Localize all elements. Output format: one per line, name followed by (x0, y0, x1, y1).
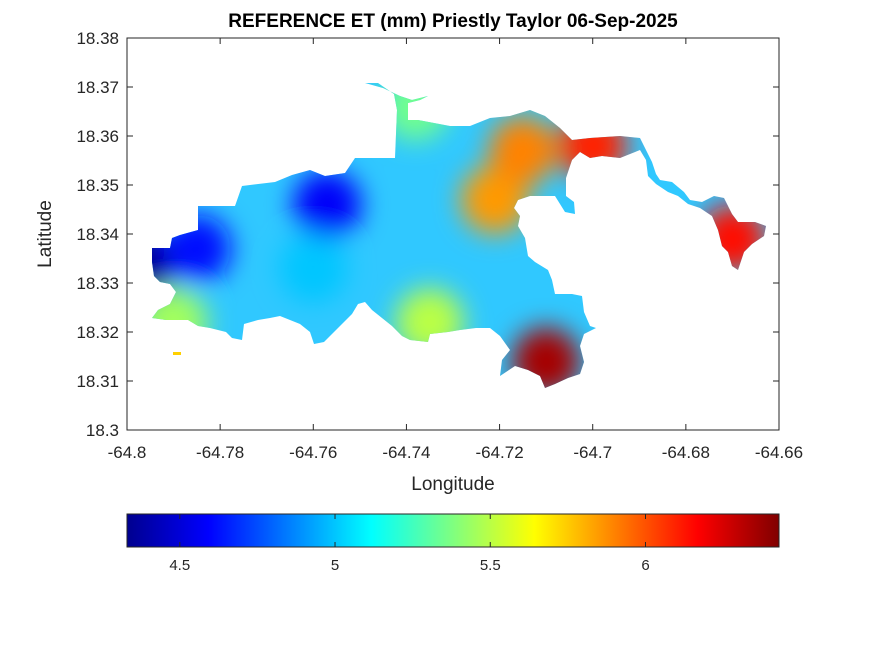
colorbar-ticks: 4.5 5 5.5 6 (169, 514, 650, 574)
x-tick-label: -64.76 (289, 443, 337, 462)
colorbar-tick-label: 4.5 (169, 557, 190, 574)
y-tick-label: 18.36 (76, 127, 119, 146)
x-tick-label: -64.66 (755, 443, 803, 462)
y-tick-label: 18.38 (76, 29, 119, 48)
y-axis-label: Latitude (35, 200, 56, 268)
x-tick-label: -64.78 (196, 443, 244, 462)
y-tick-label: 18.33 (76, 274, 119, 293)
colorbar-tick-label: 6 (641, 557, 649, 574)
colorbar-tick-label: 5.5 (480, 557, 501, 574)
colorbar-tick-label: 5 (331, 557, 339, 574)
x-tick-label: -64.7 (573, 443, 612, 462)
y-axis: 18.3 18.31 18.32 18.33 18.34 18.35 18.36 18.37 1… (76, 29, 779, 440)
y-tick-label: 18.32 (76, 323, 119, 342)
offshore-fragment (173, 352, 181, 355)
x-tick-label: -64.68 (662, 443, 710, 462)
heatmap-region (293, 170, 362, 239)
heatmap-region (279, 234, 348, 303)
y-tick-label: 18.3 (86, 421, 119, 440)
x-axis-label: Longitude (411, 474, 494, 495)
x-tick-label: -64.8 (108, 443, 147, 462)
y-tick-label: 18.35 (76, 176, 119, 195)
x-tick-label: -64.72 (475, 443, 523, 462)
heatmap-region (488, 116, 557, 185)
x-tick-label: -64.74 (382, 443, 430, 462)
colorbar (126, 513, 780, 548)
y-tick-label: 18.34 (76, 225, 119, 244)
x-axis: -64.8 -64.78 -64.76 -64.74 -64.72 -64.7 -64.68… (108, 38, 803, 462)
y-tick-label: 18.37 (76, 78, 119, 97)
chart-title: REFERENCE ET (mm) Priestly Taylor 06-Sep… (228, 11, 678, 32)
y-tick-label: 18.31 (76, 372, 119, 391)
